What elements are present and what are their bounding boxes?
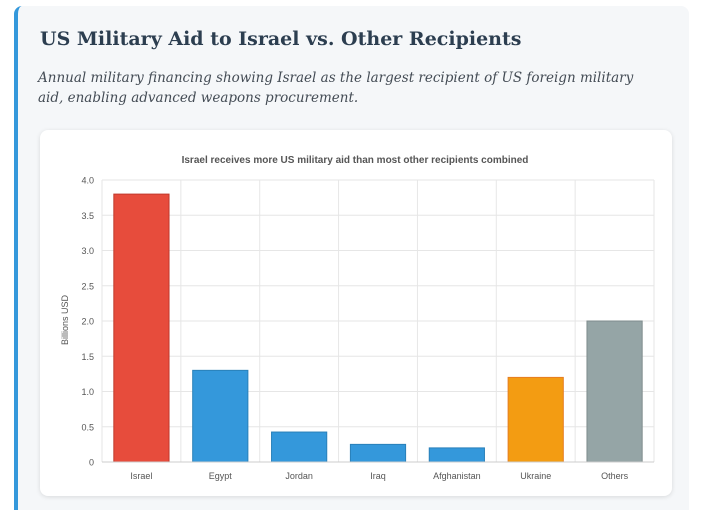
bars [113, 193, 643, 463]
y-tick-label: 2.0 [81, 317, 94, 327]
x-tick-label: Others [601, 471, 629, 481]
bar-israel[interactable] [113, 193, 170, 463]
x-tick-label: Iraq [370, 471, 386, 481]
axes: 0 0.5 1.0 1.5 2.0 2.5 3.0 3.5 4.0 Israel Egypt Jord… [81, 176, 654, 481]
chart-card: US Military Aid to Israel vs. Other Reci… [14, 6, 689, 510]
bar-chart: Israel receives more US military aid tha… [60, 155, 655, 481]
x-tick-label: Jordan [285, 471, 313, 481]
y-tick-label: 4.0 [81, 176, 94, 186]
x-tick-label: Afghanistan [433, 471, 481, 481]
bar-ukraine[interactable] [507, 376, 564, 463]
y-tick-label: 3.5 [81, 211, 94, 221]
y-tick-label: 2.5 [81, 281, 94, 291]
x-tick-label: Ukraine [520, 471, 551, 481]
y-tick-label: 0 [89, 458, 94, 468]
y-tick-label: 1.5 [81, 352, 94, 362]
x-tick-label: Egypt [209, 471, 233, 481]
bar-iraq[interactable] [349, 443, 407, 463]
y-tick-label: 3.0 [81, 246, 94, 256]
y-axis-label: Billions USD [60, 294, 70, 345]
page-title: US Military Aid to Israel vs. Other Reci… [40, 28, 522, 50]
grid [101, 179, 655, 463]
chart-panel: Israel receives more US military aid tha… [40, 130, 672, 496]
bar-egypt[interactable] [192, 369, 249, 463]
bar-others[interactable] [586, 320, 643, 463]
y-tick-label: 0.5 [81, 422, 94, 432]
page-subtitle: Annual military financing showing Israel… [38, 70, 634, 106]
chart-title: Israel receives more US military aid tha… [182, 155, 529, 166]
y-tick-label: 1.0 [81, 387, 94, 397]
bar-afghanistan[interactable] [428, 447, 485, 463]
bar-jordan[interactable] [271, 431, 328, 463]
x-tick-label: Israel [130, 471, 152, 481]
